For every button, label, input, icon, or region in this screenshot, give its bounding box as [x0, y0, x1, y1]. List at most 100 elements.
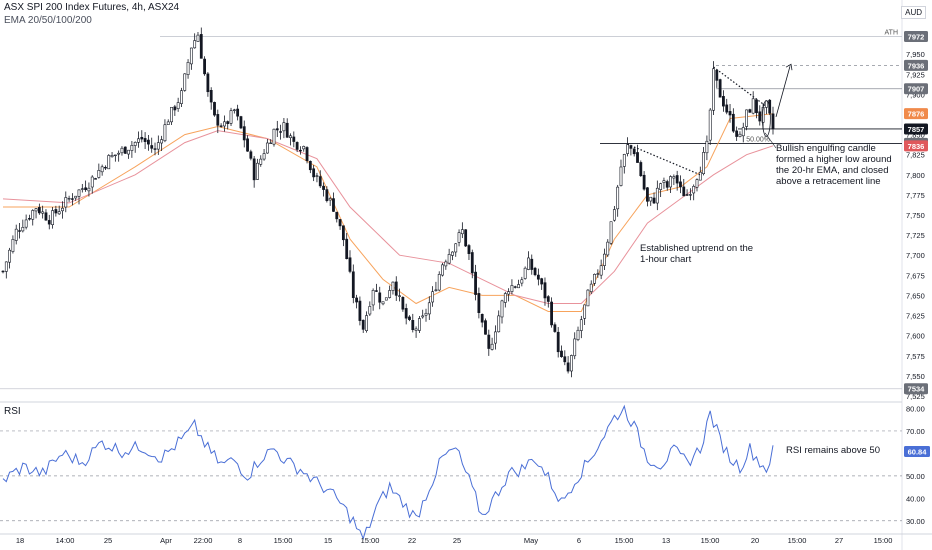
candle-body — [265, 142, 269, 154]
price-tick-label: 7,775 — [906, 191, 925, 200]
candle-body — [262, 153, 266, 160]
candle-body — [275, 128, 279, 131]
candle-body — [249, 151, 253, 159]
candle-body — [8, 249, 12, 263]
candle-body — [64, 197, 68, 208]
candle-body — [299, 149, 302, 152]
candle-body — [252, 158, 256, 181]
candle-body — [133, 142, 137, 146]
candle-body — [566, 362, 570, 372]
candle-body — [117, 152, 121, 155]
highlight-ellipse — [761, 100, 771, 137]
candle-body — [652, 197, 656, 204]
rsi-line — [2, 404, 774, 541]
candle-body — [80, 188, 84, 190]
candle-body — [513, 286, 517, 288]
level-label: ATH — [885, 29, 898, 36]
price-badge-label: 7936 — [908, 61, 925, 70]
price-badge-label: 7836 — [908, 142, 925, 151]
trend-line-dotted — [713, 66, 767, 107]
level-label: 50.00% — [746, 136, 770, 143]
candle-body — [659, 183, 663, 190]
candle-body — [490, 343, 494, 350]
candle-body — [543, 282, 547, 299]
price-tick-label: 7,750 — [906, 211, 925, 220]
candle-body — [527, 257, 530, 270]
time-axis[interactable]: 18 14:00 25 Apr 22:00 8 15:00 15 15:00 22 25 May 6 15… — [16, 536, 893, 545]
rsi-tick-label: 40.00 — [906, 494, 925, 503]
candle-body — [242, 126, 246, 141]
price-tick-label: 7,675 — [906, 271, 925, 280]
candle-body — [104, 166, 107, 169]
candle-body — [341, 225, 345, 241]
trend-line-dotted — [627, 143, 701, 176]
currency-badge[interactable]: AUD — [901, 6, 926, 19]
annotation-rsi: RSI remains above 50 — [786, 445, 880, 456]
candle-body — [11, 239, 15, 252]
candle-body — [507, 291, 511, 295]
price-tick-label: 7,700 — [906, 251, 925, 260]
candle-body — [533, 267, 537, 276]
candle-body — [741, 127, 745, 137]
candle-body — [84, 187, 88, 191]
candle-body — [622, 154, 626, 167]
candle-body — [646, 187, 649, 202]
candle-body — [695, 179, 699, 188]
time-tick-label: 25 — [104, 536, 112, 545]
candle-body — [31, 210, 35, 220]
candle-body — [728, 111, 732, 116]
price-tick-label: 7,650 — [906, 291, 925, 300]
candle-body — [586, 289, 590, 307]
candle-body — [398, 295, 401, 297]
time-tick-label: 15:00 — [701, 536, 720, 545]
candle-body — [368, 306, 372, 315]
candle-body — [41, 211, 45, 214]
price-badge-label: 7534 — [908, 385, 926, 394]
candle-body — [424, 312, 428, 316]
price-badge — [904, 123, 928, 135]
candle-body — [649, 196, 653, 202]
candle-body — [457, 232, 461, 243]
candle-body — [408, 316, 411, 320]
candle-body — [137, 138, 140, 143]
indicator-label[interactable]: EMA 20/50/100/200 — [4, 15, 92, 26]
candle-body — [576, 329, 580, 341]
candle-body — [97, 170, 101, 178]
candle-body — [302, 146, 306, 150]
price-badges: 79727936790778767857783978367534 — [904, 30, 928, 395]
candle-body — [722, 96, 725, 107]
candle-body — [219, 125, 223, 127]
candle-body — [669, 176, 672, 188]
candle-body — [517, 284, 520, 289]
candle-body — [345, 238, 349, 260]
rsi-title[interactable]: RSI — [4, 406, 21, 417]
price-tick-label: 7,950 — [906, 50, 925, 59]
candle-body — [256, 162, 259, 180]
time-tick-label: 20 — [751, 536, 759, 545]
candle-body — [77, 189, 81, 197]
time-tick-label: 15 — [324, 536, 332, 545]
candle-body — [434, 289, 438, 292]
candle-body — [682, 186, 686, 197]
candle-body — [143, 138, 147, 142]
price-badge — [904, 383, 928, 395]
price-axis[interactable]: 7,525 7,550 7,575 7,600 7,625 7,650 7,675 7,700… — [906, 50, 925, 401]
rsi-tick-label: 80.00 — [906, 404, 925, 413]
candle-body — [738, 133, 742, 137]
price-badge — [904, 108, 928, 120]
candle-body — [127, 149, 130, 155]
candle-body — [279, 131, 282, 133]
candle-body — [325, 189, 329, 201]
candle-body — [520, 279, 524, 284]
candle-body — [679, 181, 682, 188]
candle-body — [748, 109, 752, 113]
candle-body — [688, 194, 692, 196]
candle-body — [120, 147, 124, 154]
candle-body — [381, 301, 385, 305]
time-tick-label: 15:00 — [874, 536, 893, 545]
candle-body — [731, 113, 735, 132]
price-tick-label: 7,625 — [906, 312, 925, 321]
projection-arrow — [775, 66, 791, 117]
